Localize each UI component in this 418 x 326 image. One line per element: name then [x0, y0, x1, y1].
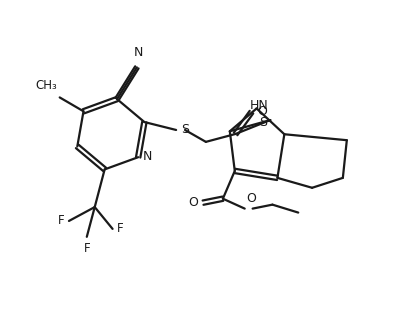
Text: O: O	[247, 192, 257, 205]
Text: CH₃: CH₃	[35, 80, 57, 93]
Text: F: F	[59, 215, 65, 228]
Text: S: S	[260, 116, 268, 129]
Text: O: O	[188, 196, 198, 209]
Text: N: N	[143, 150, 153, 163]
Text: S: S	[181, 124, 189, 137]
Text: O: O	[257, 105, 267, 118]
Text: F: F	[117, 222, 123, 235]
Text: HN: HN	[250, 99, 268, 112]
Text: F: F	[84, 242, 90, 255]
Text: N: N	[134, 46, 143, 59]
